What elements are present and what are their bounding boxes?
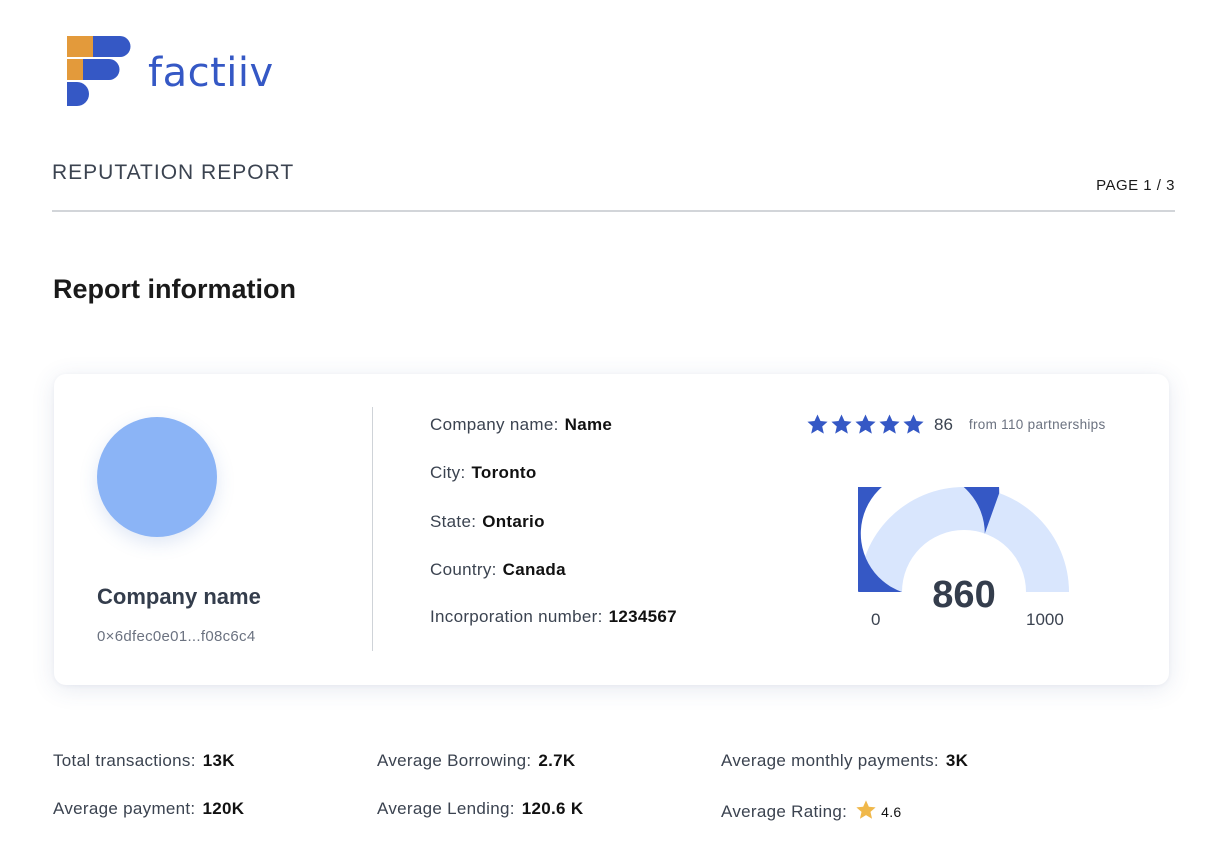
stat-value: 3K: [945, 751, 969, 770]
rating-star-icon: [855, 414, 876, 434]
stat-value: 120K: [202, 799, 245, 818]
rating-star-icon: [879, 414, 900, 434]
page-number: PAGE 1 / 3: [1096, 177, 1175, 194]
info-state: State: Ontario: [430, 512, 545, 532]
stat-value: 4.6: [881, 804, 902, 820]
card-divider: [372, 407, 373, 651]
stat-label: Average Borrowing:: [377, 751, 532, 770]
info-incorporation-number: Incorporation number: 1234567: [430, 607, 677, 627]
gauge-fill: [858, 487, 1000, 592]
info-value: 1234567: [608, 607, 677, 626]
stat-value: 120.6 K: [521, 799, 584, 818]
company-display-name: Company name: [97, 584, 261, 609]
stat-label: Average Lending:: [377, 799, 515, 818]
gauge-max-label: 1000: [1026, 610, 1064, 629]
factiiv-logo-icon: [67, 36, 131, 106]
gauge-score: 860: [932, 574, 996, 616]
info-label: Incorporation number:: [430, 607, 603, 626]
score-gauge: [858, 487, 1069, 592]
rating-stars: [806, 413, 926, 436]
star-icon: [856, 800, 876, 819]
brand-name: factiiv: [148, 50, 274, 96]
stat-average-monthly-payments: Average monthly payments: 3K: [721, 751, 968, 771]
info-company-name: Company name: Name: [430, 415, 612, 435]
info-value: Canada: [502, 560, 566, 579]
info-value: Name: [564, 415, 613, 434]
info-label: Company name:: [430, 415, 559, 434]
info-country: Country: Canada: [430, 560, 566, 580]
rating-count: 86: [934, 414, 953, 434]
stat-label: Total transactions:: [53, 751, 196, 770]
report-info-card: Company name 0×6dfec0e01...f08c6c4 Compa…: [54, 374, 1169, 685]
stat-average-rating: Average Rating: 4.6: [721, 799, 901, 822]
stat-label: Average payment:: [53, 799, 196, 818]
stat-average-lending: Average Lending: 120.6 K: [377, 799, 583, 819]
info-value: Ontario: [482, 512, 545, 531]
info-label: Country:: [430, 560, 497, 579]
info-value: Toronto: [471, 463, 537, 482]
stat-value: 13K: [202, 751, 235, 770]
company-avatar: [97, 417, 217, 537]
stat-average-payment: Average payment: 120K: [53, 799, 244, 819]
wallet-address: 0×6dfec0e01...f08c6c4: [97, 628, 256, 645]
rating-star-icon: [903, 414, 924, 434]
header-divider: [52, 210, 1175, 212]
stat-label: Average Rating:: [721, 802, 848, 821]
rating-from-text: from 110 partnerships: [968, 417, 1106, 432]
rating-star-icon: [807, 414, 828, 434]
info-label: City:: [430, 463, 466, 482]
brand-logo: factiiv: [67, 36, 273, 106]
section-title: Report information: [53, 274, 296, 304]
stat-average-borrowing: Average Borrowing: 2.7K: [377, 751, 576, 771]
stat-total-transactions: Total transactions: 13K: [53, 751, 235, 771]
report-title: REPUTATION REPORT: [52, 161, 295, 184]
gauge-track: [859, 487, 1069, 592]
partnership-rating: 86 from 110 partnerships: [806, 413, 1106, 436]
rating-star-icon: [831, 414, 852, 434]
info-city: City: Toronto: [430, 463, 537, 483]
gauge-min-label: 0: [871, 610, 881, 629]
stat-value: 2.7K: [538, 751, 576, 770]
stat-label: Average monthly payments:: [721, 751, 939, 770]
info-label: State:: [430, 512, 477, 531]
